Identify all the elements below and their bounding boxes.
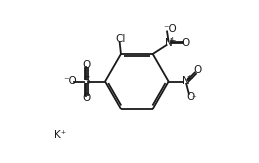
- Text: Cl: Cl: [116, 34, 126, 44]
- Text: O: O: [182, 38, 190, 48]
- Text: +: +: [168, 36, 176, 45]
- Text: S: S: [83, 76, 90, 87]
- Text: O: O: [193, 65, 201, 75]
- Text: N: N: [182, 76, 190, 87]
- Text: ⁻O: ⁻O: [63, 76, 77, 87]
- Text: O: O: [187, 92, 195, 102]
- Text: ⁻: ⁻: [191, 94, 196, 103]
- Text: N: N: [165, 38, 173, 48]
- Text: +: +: [185, 74, 192, 83]
- Text: O: O: [82, 59, 90, 70]
- Text: O: O: [82, 93, 90, 104]
- Text: ⁻O: ⁻O: [163, 24, 177, 34]
- Text: K⁺: K⁺: [54, 130, 66, 140]
